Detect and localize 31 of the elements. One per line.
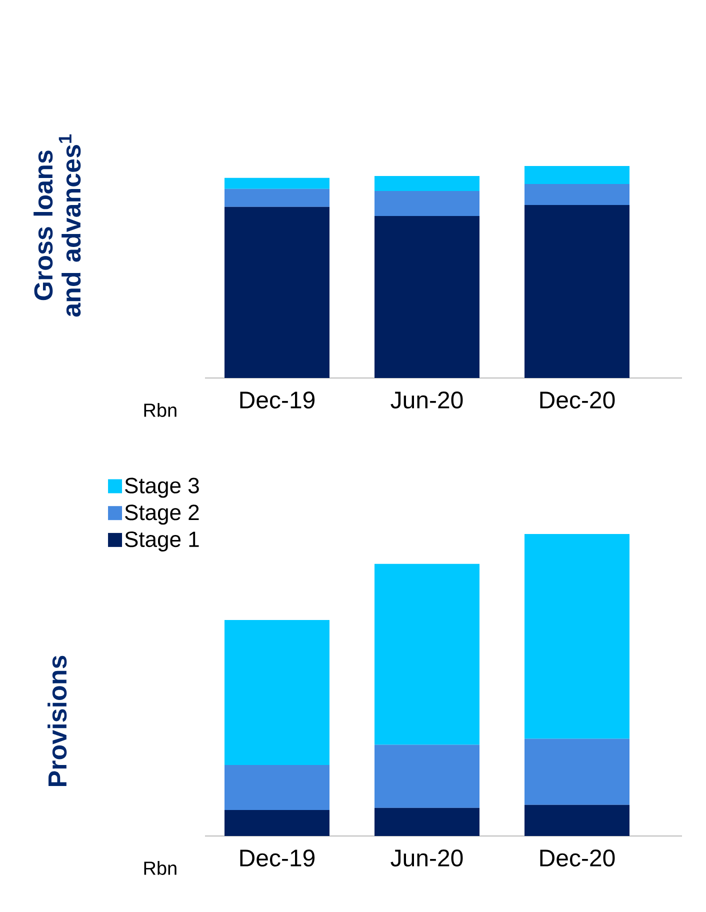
bar bbox=[524, 738, 630, 805]
x-tick-label: Jun-20 bbox=[390, 850, 463, 867]
bar bbox=[224, 810, 330, 836]
bar bbox=[524, 534, 630, 739]
text: Rbn bbox=[144, 861, 176, 875]
x-tick-label: Dec-19 bbox=[240, 850, 315, 867]
x-tick-label: Dec-20 bbox=[540, 392, 615, 409]
bar bbox=[224, 765, 330, 810]
bar bbox=[224, 206, 330, 378]
bar bbox=[524, 804, 630, 836]
x-tick-label: Jun-20 bbox=[390, 392, 463, 409]
y-axis-title: Gross loans and advances$^{1}$ bbox=[34, 134, 81, 317]
legend-label: Stage 2 bbox=[125, 504, 199, 525]
x-tick-label: Dec-20 bbox=[540, 850, 615, 867]
bar bbox=[374, 744, 480, 808]
bar bbox=[224, 620, 330, 766]
legend-label: Stage 1 bbox=[125, 532, 199, 552]
bar bbox=[524, 205, 630, 378]
bar bbox=[374, 191, 480, 216]
bar bbox=[524, 166, 630, 184]
text: Rbn bbox=[144, 403, 176, 417]
bar bbox=[374, 216, 480, 378]
bar bbox=[224, 178, 330, 189]
bar bbox=[374, 808, 480, 836]
x-tick-label: Dec-19 bbox=[240, 392, 315, 409]
bar bbox=[374, 176, 480, 192]
bar bbox=[374, 564, 480, 745]
legend-label: Stage 3 bbox=[125, 478, 199, 498]
bar bbox=[224, 188, 330, 207]
bar bbox=[524, 184, 630, 205]
y-axis-title: Provisions bbox=[48, 656, 67, 786]
